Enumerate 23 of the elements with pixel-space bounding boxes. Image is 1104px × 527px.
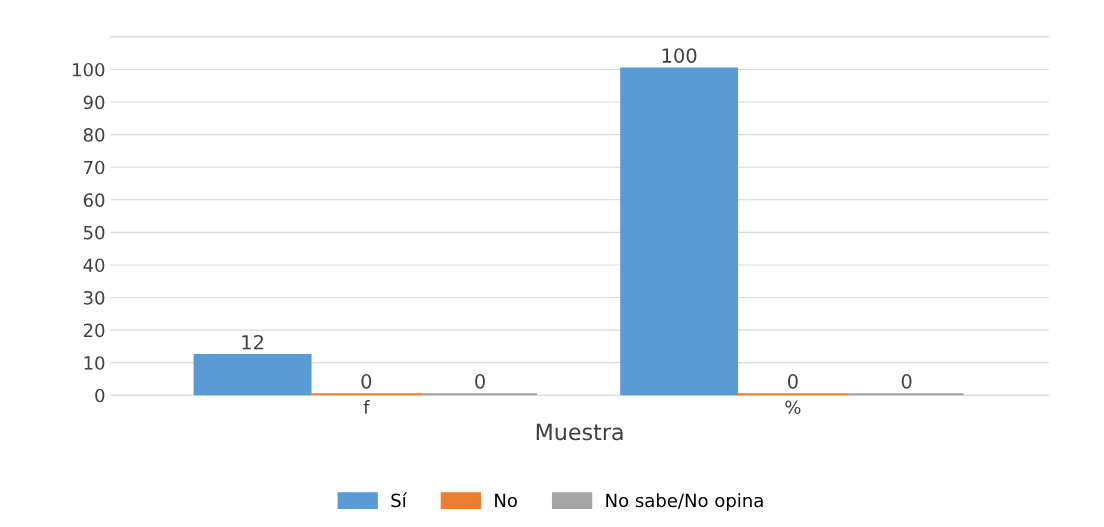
- y-tick-label: 80: [83, 128, 105, 142]
- y-tick-label: 60: [83, 193, 105, 207]
- data-label: 0: [361, 374, 372, 389]
- legend-label: No: [495, 493, 517, 508]
- data-label: 0: [901, 374, 912, 389]
- y-tick-label: 20: [83, 323, 105, 338]
- x-tick-label: %: [785, 400, 801, 415]
- y-tick-label: 50: [83, 225, 105, 240]
- y-tick-label: 70: [84, 160, 105, 175]
- data-label: 12: [242, 334, 264, 350]
- y-tick-label: 0: [95, 388, 105, 403]
- legend-label: No sabe/No opina: [606, 493, 763, 511]
- y-tick-label: 10: [84, 356, 105, 370]
- data-label: 0: [475, 374, 485, 389]
- y-tick-label: 30: [83, 290, 105, 305]
- x-tick-label: f: [363, 400, 370, 414]
- y-tick-label: 100: [73, 62, 105, 77]
- y-tick-label: 40: [83, 258, 105, 273]
- x-axis-title: Muestra: [536, 423, 623, 441]
- legend-label: Sí: [391, 492, 408, 508]
- y-tick-label: 90: [83, 95, 105, 110]
- data-label: 0: [787, 374, 798, 389]
- data-label: 100: [662, 48, 697, 63]
